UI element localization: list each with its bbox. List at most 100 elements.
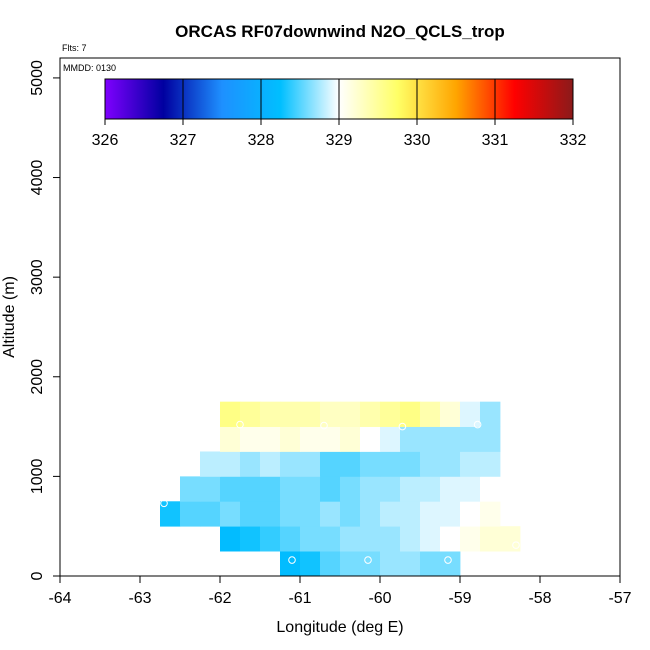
heatmap-cell (240, 451, 261, 477)
heatmap-cell (320, 476, 341, 502)
heatmap-cell (240, 476, 261, 502)
heatmap-cell (460, 526, 481, 552)
heatmap-cell (400, 526, 421, 552)
heatmap-cell (400, 426, 421, 452)
y-axis-label: Altitude (m) (1, 276, 18, 358)
heatmap-cell (240, 526, 261, 552)
colorbar-tick-label: 330 (404, 132, 431, 149)
heatmap-cell (480, 476, 501, 502)
heatmap-cell (480, 401, 501, 427)
heatmap-cell (260, 426, 281, 452)
heatmap-cell (300, 451, 321, 477)
heatmap-cell (360, 426, 381, 452)
heatmap-cell (300, 426, 321, 452)
heatmap-cell (360, 551, 381, 577)
heatmap-cell (300, 401, 321, 427)
heatmap-cell (420, 526, 441, 552)
sample-marker (444, 556, 452, 564)
heatmap-cell (460, 401, 481, 427)
heatmap-cells (160, 401, 521, 577)
heatmap-cell (480, 526, 501, 552)
heatmap-cell (440, 501, 461, 527)
heatmap-cell (340, 426, 361, 452)
chart-title: ORCAS RF07downwind N2O_QCLS_trop (175, 22, 505, 41)
heatmap-cell (360, 501, 381, 527)
heatmap-cell (280, 401, 301, 427)
heatmap-cell (360, 451, 381, 477)
heatmap-cell (420, 451, 441, 477)
heatmap-cell (440, 551, 461, 577)
y-tick-label: 1000 (29, 458, 46, 494)
x-tick-label: -64 (48, 590, 71, 607)
y-tick-label: 4000 (29, 160, 46, 196)
heatmap-cell (380, 426, 401, 452)
heatmap-cell (400, 501, 421, 527)
sample-marker (288, 556, 296, 564)
colorbar-tick-label: 329 (326, 132, 353, 149)
heatmap-cell (220, 401, 241, 427)
heatmap-cell (240, 501, 261, 527)
heatmap-cell (340, 401, 361, 427)
heatmap-cell (320, 501, 341, 527)
heatmap-cell (220, 426, 241, 452)
heatmap-cell (300, 501, 321, 527)
heatmap-cell (420, 551, 441, 577)
heatmap-cell (200, 476, 221, 502)
sample-marker (364, 556, 372, 564)
colorbar-tick-label: 332 (560, 132, 587, 149)
colorbar-tick-label: 328 (248, 132, 275, 149)
sample-marker (320, 421, 328, 430)
heatmap-cell (180, 476, 201, 502)
heatmap-cell (480, 451, 501, 477)
colorbar-tick-label: 327 (170, 132, 197, 149)
heatmap-cell (220, 501, 241, 527)
heatmap-cell (360, 401, 381, 427)
heatmap-cell (260, 526, 281, 552)
heatmap-cell (440, 451, 461, 477)
heatmap-cell (400, 476, 421, 502)
heatmap-cell (480, 501, 501, 527)
heatmap-cell (360, 526, 381, 552)
heatmap-cell (460, 476, 481, 502)
heatmap-cell (260, 451, 281, 477)
x-tick-label: -58 (528, 590, 551, 607)
heatmap-cell (280, 451, 301, 477)
x-tick-label: -59 (448, 590, 471, 607)
heatmap-cell (400, 401, 421, 427)
heatmap-cell (280, 526, 301, 552)
heatmap-cell (340, 476, 361, 502)
heatmap-cell (280, 476, 301, 502)
sample-markers (160, 420, 520, 564)
heatmap-cell (260, 476, 281, 502)
heatmap-cell (380, 551, 401, 577)
heatmap-cell (480, 426, 501, 452)
heatmap-cell (360, 476, 381, 502)
heatmap-cell (300, 526, 321, 552)
heatmap-cell (380, 476, 401, 502)
heatmap-cell (320, 401, 341, 427)
heatmap-cell (280, 426, 301, 452)
x-tick-label: -63 (128, 590, 151, 607)
heatmap-cell (320, 426, 341, 452)
heatmap-cell (160, 501, 181, 527)
heatmap-cell (220, 451, 241, 477)
heatmap-cell (240, 426, 261, 452)
heatmap-cell (300, 476, 321, 502)
heatmap-cell (200, 451, 221, 477)
heatmap-cell (340, 501, 361, 527)
heatmap-cell (400, 451, 421, 477)
heatmap-cell (420, 501, 441, 527)
heatmap-cell (340, 526, 361, 552)
mmdd-label: MMDD: 0130 (63, 63, 116, 73)
colorbar-ticks: 326 327 328 329 330 331 332 (92, 79, 587, 149)
x-axis: -64 -63 -62 -61 -60 -59 -58 -57 (48, 575, 632, 607)
y-tick-label: 5000 (29, 60, 46, 96)
sample-marker (236, 420, 244, 429)
sample-marker (473, 420, 482, 429)
heatmap-cell (280, 551, 301, 577)
y-axis: 0 1000 2000 3000 4000 5000 (29, 58, 61, 580)
heatmap-cell (420, 476, 441, 502)
heatmap-cell (200, 501, 221, 527)
sample-marker (160, 499, 168, 508)
